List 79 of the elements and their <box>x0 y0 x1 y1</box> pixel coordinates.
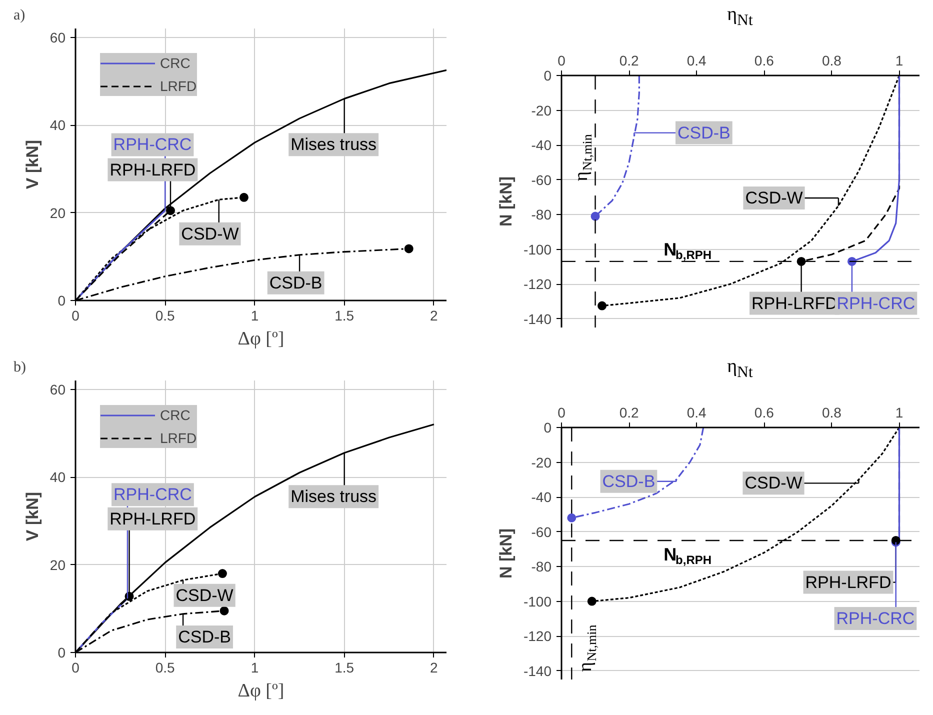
annotation: RPH-CRC <box>836 609 915 628</box>
y-tick-label: 40 <box>50 469 66 486</box>
legend-label: LRFD <box>160 78 197 94</box>
x-tick-label: 0.5 <box>155 308 176 324</box>
ref-line-label: ηNt,min <box>570 134 594 182</box>
x-axis-title: η$_{Nt}$ <box>727 3 753 31</box>
x-axis-title: η$_{Nt}$ <box>727 355 753 383</box>
y-tick-label: -120 <box>523 276 552 292</box>
x-tick-label: 0.4 <box>686 404 707 420</box>
x-tick-label: 1 <box>895 52 904 68</box>
x-tick-label: 1.5 <box>334 660 354 676</box>
annotation: RPH-LRFD <box>110 160 196 180</box>
annotation: CSD-W <box>176 586 234 605</box>
y-tick-label: 60 <box>50 29 66 46</box>
y-tick-label: -80 <box>531 558 552 575</box>
y-axis-title: V [kN] <box>22 140 42 190</box>
x-tick-label: 1 <box>895 404 904 420</box>
x-tick-label: 1 <box>250 660 259 676</box>
y-tick-label: 40 <box>50 117 66 134</box>
x-tick-label: 1.5 <box>334 308 354 324</box>
x-tick-label: 0.8 <box>822 52 842 68</box>
y-tick-label: 0 <box>58 292 66 308</box>
y-tick-label: -100 <box>523 593 552 610</box>
x-tick-label: 0.2 <box>619 52 639 68</box>
annotation: CSD-B <box>178 628 232 647</box>
y-tick-label: -60 <box>531 172 552 188</box>
annotation: RPH-LRFD <box>110 509 196 528</box>
y-tick-label: -80 <box>531 206 552 223</box>
chart-title: b) <box>14 360 26 376</box>
y-tick-label: 0 <box>544 68 552 84</box>
annotation: Mises truss <box>290 135 377 154</box>
y-axis-title: N [kN] <box>496 528 516 579</box>
y-tick-label: -40 <box>531 137 552 154</box>
y-tick-label: 20 <box>50 204 66 221</box>
x-tick-label: 0 <box>558 52 566 68</box>
legend-label: CRC <box>160 407 190 423</box>
chart-title: a) <box>14 8 26 24</box>
y-tick-label: 20 <box>50 556 66 573</box>
y-tick-label: -60 <box>531 524 552 540</box>
y-tick-label: -20 <box>531 102 552 118</box>
x-axis-title: Δφ [º] <box>238 680 284 702</box>
y-axis-title: N [kN] <box>496 176 516 227</box>
x-tick-label: 0.8 <box>822 404 842 420</box>
y-axis-title: V [kN] <box>22 492 42 542</box>
y-tick-label: -140 <box>523 310 552 327</box>
annotation: RPH-CRC <box>113 135 192 154</box>
y-tick-label: 60 <box>50 381 66 398</box>
y-tick-label: -20 <box>531 454 552 470</box>
annotation: RPH-LRFD <box>752 294 838 313</box>
x-tick-label: 0 <box>72 660 80 676</box>
ref-line-label: ηNt,min <box>575 624 599 672</box>
annotation: Mises truss <box>290 487 377 506</box>
x-tick-label: 0.4 <box>686 52 707 68</box>
x-tick-label: 0.6 <box>754 52 774 68</box>
y-tick-label: -140 <box>523 662 552 679</box>
legend-label: CRC <box>160 55 190 71</box>
x-tick-label: 2 <box>430 308 438 324</box>
x-tick-label: 0 <box>72 308 80 324</box>
y-tick-label: -100 <box>523 241 552 258</box>
annotation: CSD-B <box>269 273 322 292</box>
x-tick-label: 0.6 <box>754 404 774 420</box>
x-axis-title: Δφ [º] <box>238 328 284 350</box>
annotation: CSD-W <box>744 474 802 493</box>
y-tick-label: -120 <box>523 628 552 644</box>
legend-label: LRFD <box>160 430 197 446</box>
y-tick-label: 0 <box>544 420 552 436</box>
annotation: RPH-CRC <box>114 485 192 504</box>
x-tick-label: 0.2 <box>619 404 639 420</box>
x-tick-label: 0.5 <box>155 660 176 676</box>
x-tick-label: 1 <box>250 308 259 324</box>
annotation: CSD-W <box>745 188 803 208</box>
x-tick-label: 0 <box>558 404 566 420</box>
annotation: CSD-B <box>677 123 730 142</box>
y-tick-label: -40 <box>531 489 552 506</box>
annotation: RPH-CRC <box>836 294 916 313</box>
x-tick-label: 2 <box>430 660 438 676</box>
y-tick-label: 0 <box>58 644 66 660</box>
annotation: CSD-B <box>602 472 656 491</box>
annotation: CSD-W <box>181 224 239 244</box>
